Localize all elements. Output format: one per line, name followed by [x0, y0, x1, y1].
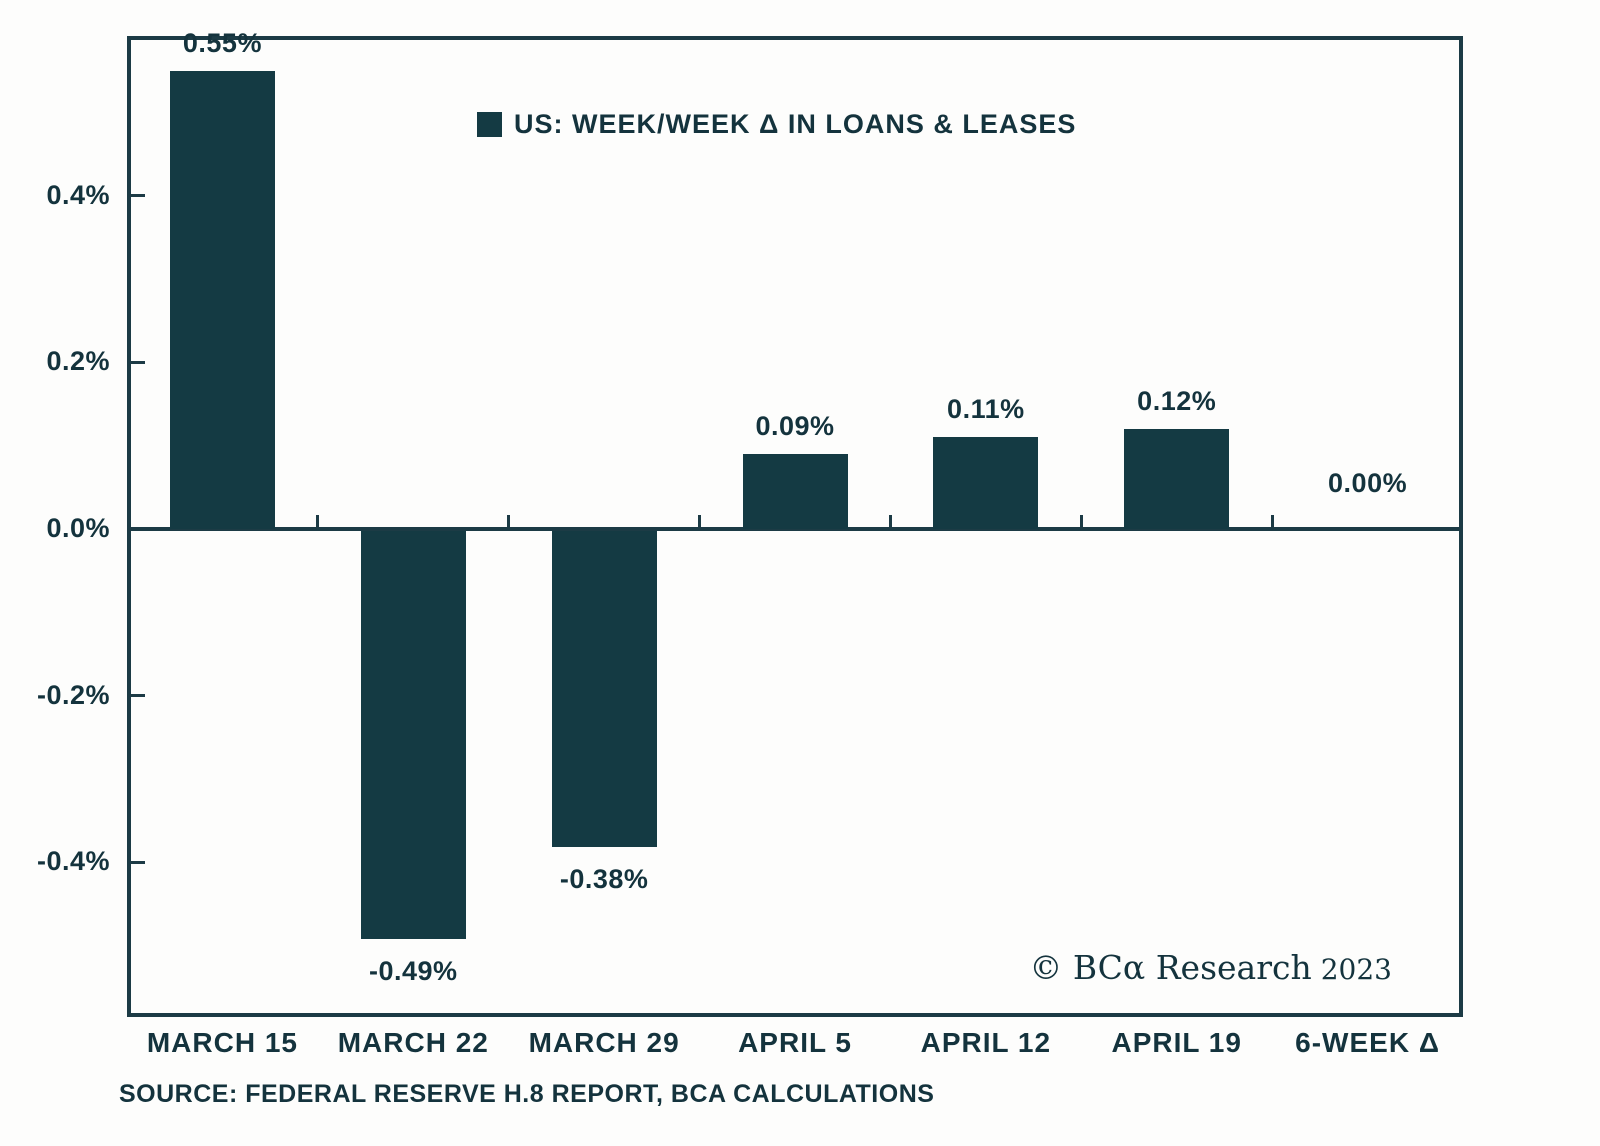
x-axis-tick: [888, 514, 892, 527]
zero-axis-line: [127, 526, 1463, 531]
y-axis-tick-label: -0.2%: [36, 679, 110, 710]
x-axis-tick: [1270, 514, 1274, 527]
bar: [360, 530, 466, 940]
y-axis-tick: [131, 360, 145, 364]
x-axis-tick: [698, 514, 702, 527]
y-axis-tick-label: 0.0%: [46, 512, 110, 543]
bar-value-label: 0.55%: [182, 27, 262, 58]
copyright-brand: © BCα Research: [1029, 948, 1312, 987]
bar: [933, 437, 1039, 529]
bar: [169, 70, 275, 529]
x-axis-tick: [316, 514, 320, 527]
y-axis-tick: [131, 860, 145, 864]
bar: [742, 454, 848, 529]
x-axis-tick: [1079, 514, 1083, 527]
bar: [551, 530, 657, 848]
legend-swatch-icon: [477, 112, 502, 137]
copyright-year: 2023: [1320, 953, 1392, 986]
x-axis-category-label: APRIL 12: [920, 1027, 1052, 1058]
x-axis-tick: [507, 514, 511, 527]
x-axis-category-label: MARCH 15: [146, 1027, 298, 1058]
bar-value-label: 0.00%: [1328, 467, 1408, 498]
y-axis-tick-label: 0.2%: [46, 346, 110, 377]
bar-value-label: 0.11%: [947, 394, 1025, 425]
x-axis-category-label: MARCH 29: [528, 1027, 680, 1058]
copyright: © BCα Research 2023: [1029, 948, 1392, 987]
legend: US: WEEK/WEEK Δ IN LOANS & LEASES: [477, 109, 1076, 140]
bar: [1124, 429, 1230, 529]
bar-value-label: -0.49%: [369, 956, 458, 987]
bar-value-label: 0.09%: [755, 411, 835, 442]
bar-value-label: -0.38%: [559, 864, 649, 895]
x-axis-category-label: 6-WEEK Δ: [1295, 1027, 1440, 1058]
y-axis-tick: [131, 694, 145, 698]
x-axis-category-label: MARCH 22: [337, 1027, 489, 1058]
y-axis-tick: [131, 194, 145, 198]
x-axis-category-label: APRIL 19: [1111, 1027, 1242, 1058]
legend-label: US: WEEK/WEEK Δ IN LOANS & LEASES: [514, 109, 1077, 139]
bar-value-label: 0.12%: [1137, 386, 1217, 417]
plot-area: [127, 36, 1463, 1017]
source-note: SOURCE: FEDERAL RESERVE H.8 REPORT, BCA …: [119, 1080, 935, 1108]
x-axis-category-label: APRIL 5: [738, 1027, 852, 1058]
y-axis-tick-label: -0.4%: [36, 846, 110, 877]
y-axis-tick-label: 0.4%: [46, 179, 110, 210]
